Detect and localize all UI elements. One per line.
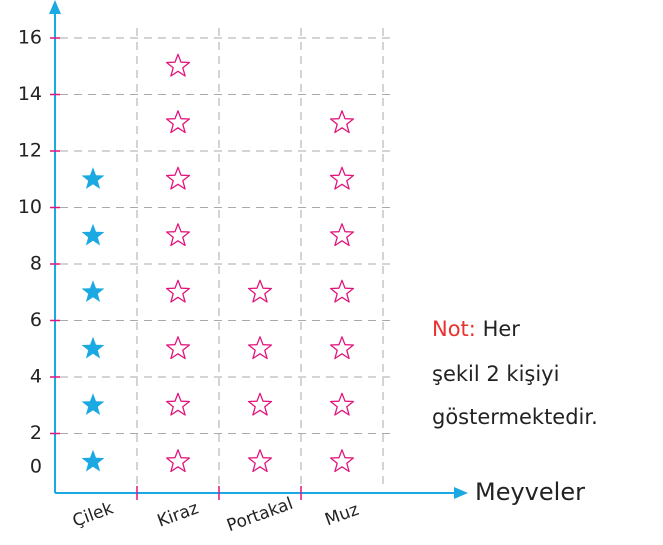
star [329,392,355,416]
star [165,110,191,134]
y-tick-label: 10 [18,196,42,218]
x-tick-label: Çilek [70,498,116,531]
note-line: göstermektedir. [432,405,598,429]
star [247,279,273,303]
star [165,53,191,77]
x-tick-label: Portakal [224,494,296,536]
y-tick-label: 16 [18,27,42,49]
y-axis-arrow [49,0,61,14]
x-axis-arrow [454,487,468,499]
star [81,280,105,302]
star [81,449,105,472]
y-tick-label: 8 [30,253,42,275]
star [329,110,355,134]
star [81,167,105,189]
y-tick-label: 12 [18,140,42,162]
star [247,392,273,416]
y-tick-label: 6 [30,309,42,331]
y-tick-label: 4 [30,366,42,388]
x-tick-label: Kiraz [155,498,202,531]
star [247,449,273,473]
star [81,336,105,359]
x-tick-label: Muz [322,500,361,531]
star [81,223,105,246]
note-line: şekil 2 kişiyi [432,362,559,386]
star [81,393,105,415]
star [165,279,191,303]
y-tick-label: 2 [30,422,42,444]
star [165,449,191,473]
star [165,223,191,247]
star [165,336,191,360]
y-tick-label: 0 [30,456,42,478]
y-tick-label: 14 [18,83,42,105]
x-axis-label: Meyveler [475,478,585,506]
note: Not: Her [432,317,520,341]
star [329,336,355,360]
star [329,279,355,303]
star [329,166,355,190]
star [247,336,273,360]
star [165,166,191,190]
star [329,223,355,247]
note-label: Not: [432,317,476,341]
note-line: Her [483,317,521,341]
star [165,392,191,416]
star [329,449,355,473]
